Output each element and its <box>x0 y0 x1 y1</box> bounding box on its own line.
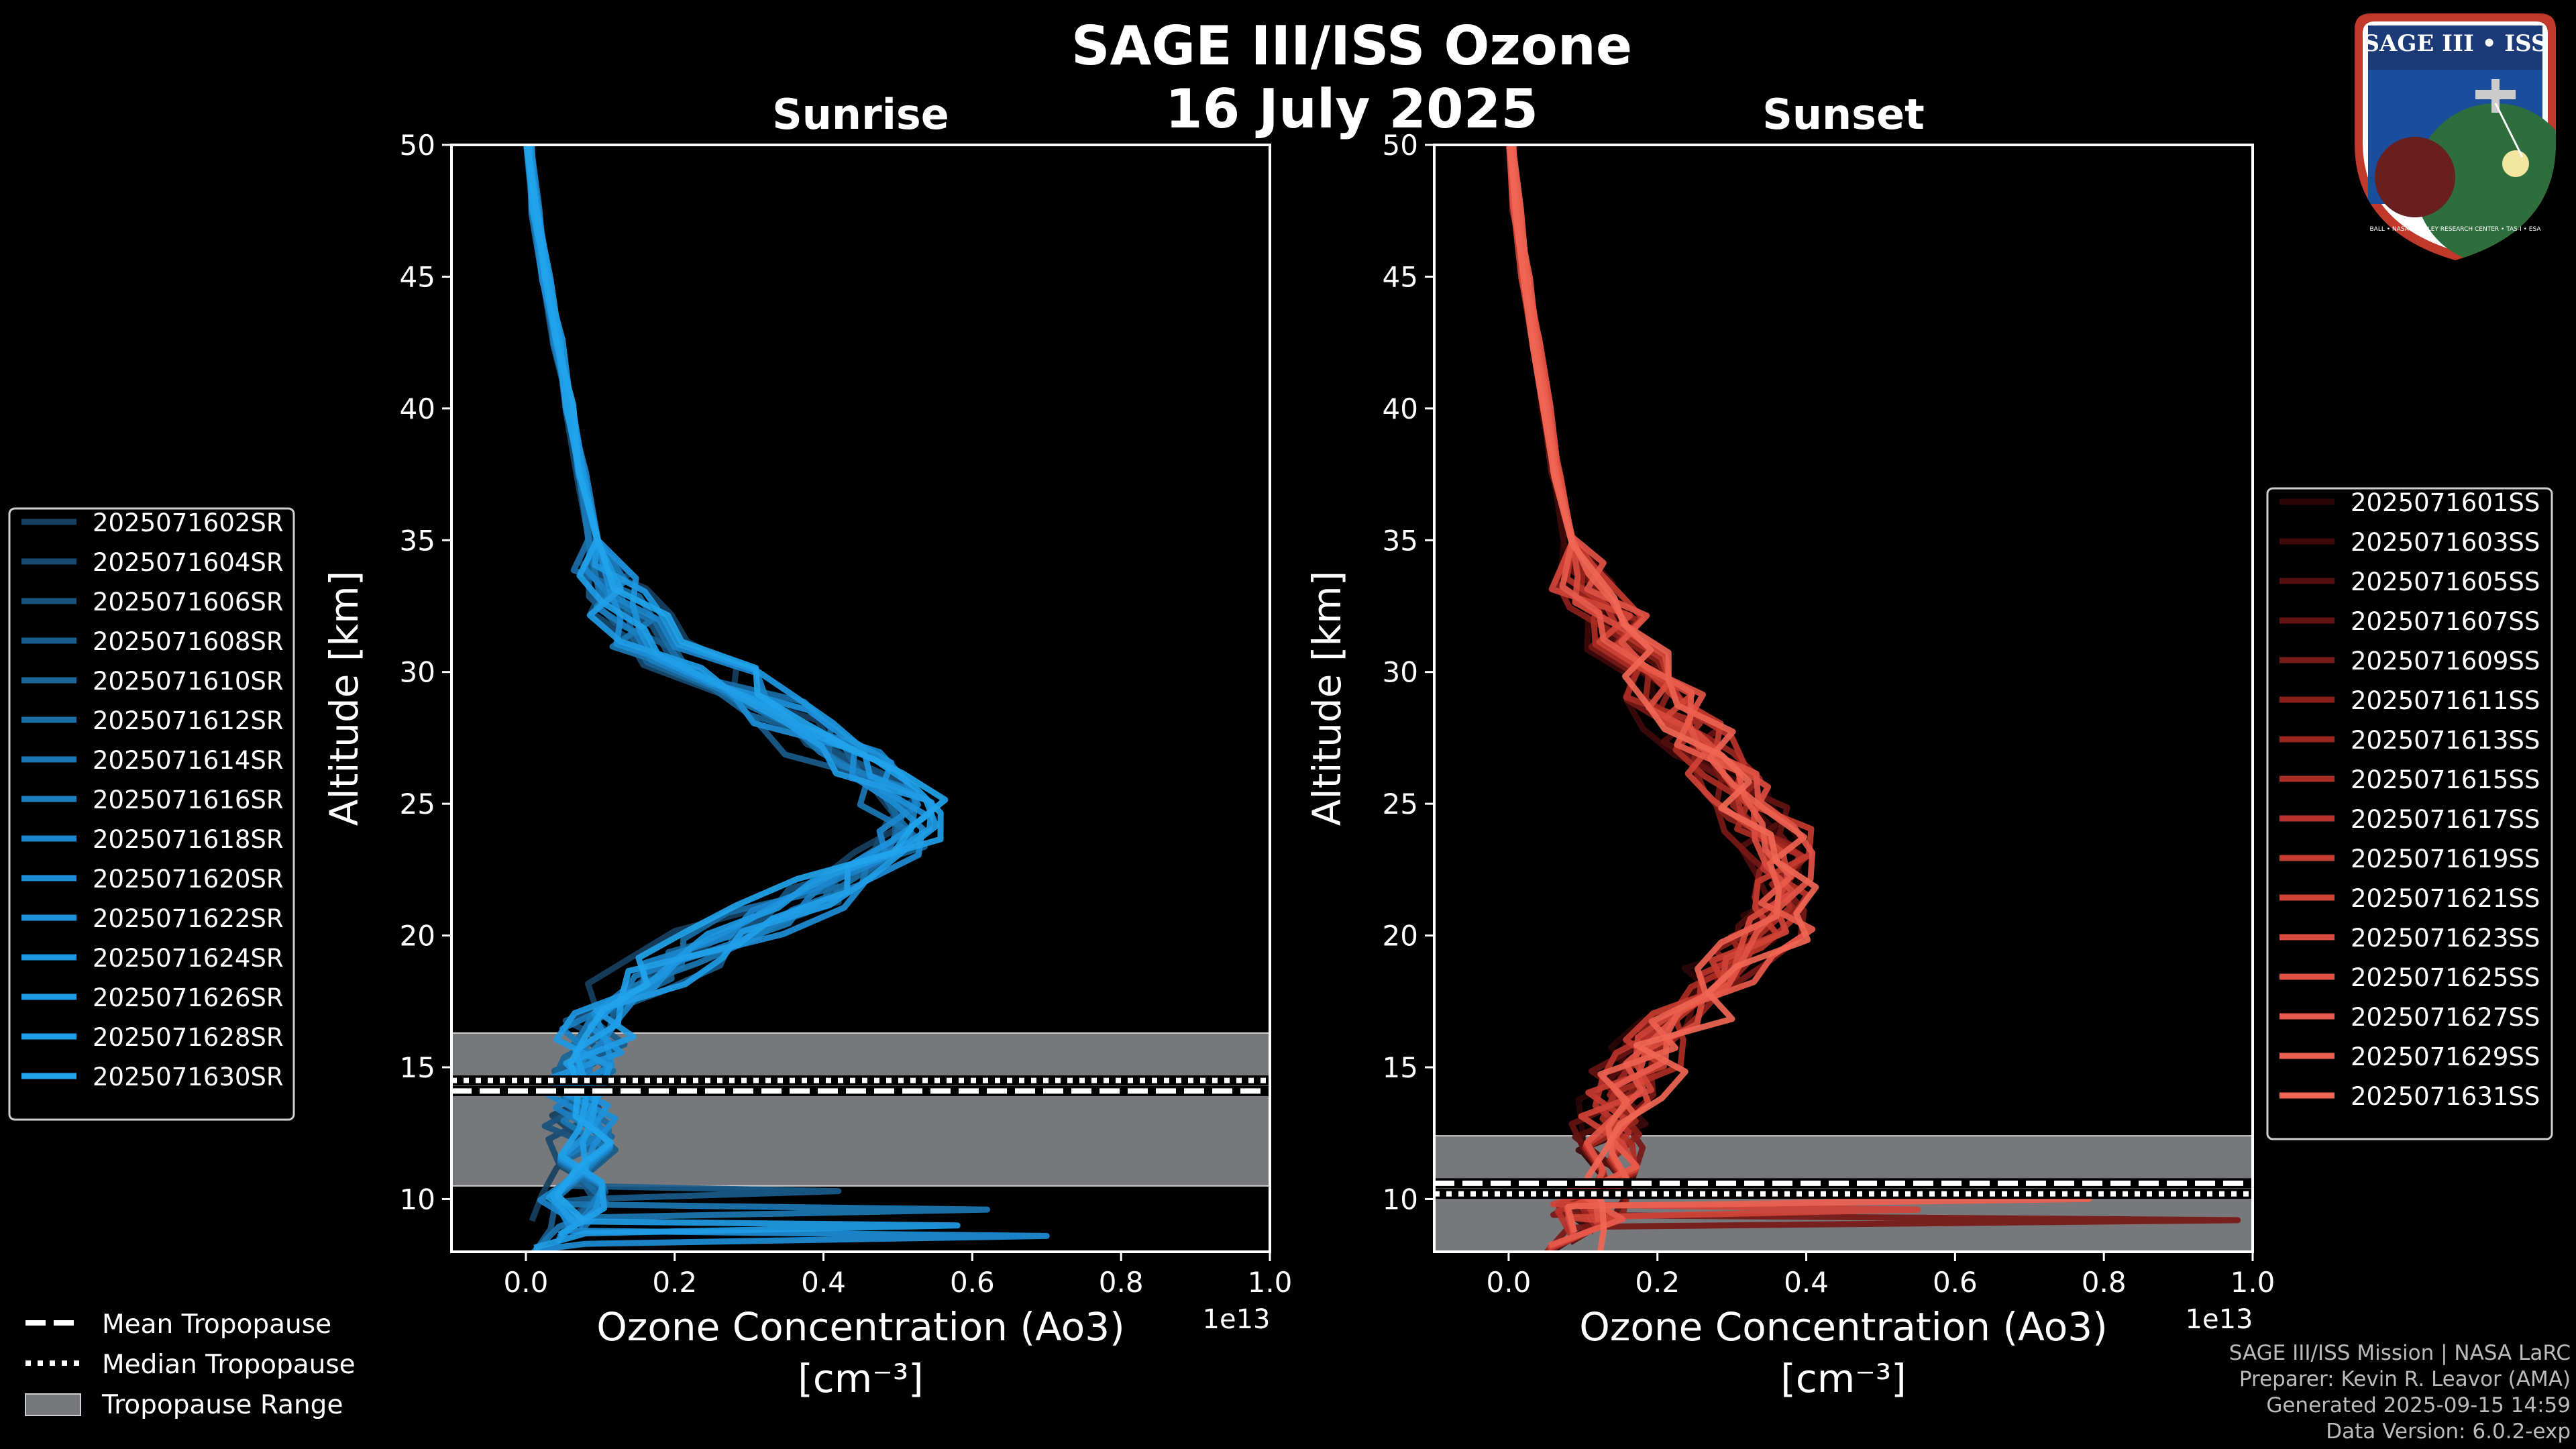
axes-frame <box>450 144 1271 1253</box>
legend-label-2025071605SS: 2025071605SS <box>2351 568 2540 596</box>
y-tick-label: 10 <box>400 1183 435 1216</box>
y-tick-label: 10 <box>1383 1183 1418 1216</box>
legend-median-label: Median Tropopause <box>102 1350 356 1380</box>
legend-range-swatch <box>25 1393 81 1416</box>
figure-date: 16 July 2025 <box>1165 78 1538 140</box>
legend-label-2025071601SS: 2025071601SS <box>2351 488 2540 517</box>
x-tick-label: 0.2 <box>1635 1266 1680 1299</box>
x-tick-label: 0.4 <box>801 1266 846 1299</box>
legend-label-2025071623SS: 2025071623SS <box>2351 924 2540 953</box>
plot-area <box>1434 145 2253 1252</box>
y-tick-label: 25 <box>400 788 435 820</box>
legend-label-2025071604SR: 2025071604SR <box>93 548 284 577</box>
legend-label-2025071615SS: 2025071615SS <box>2351 765 2540 794</box>
x-tick-label: 0.8 <box>1099 1266 1144 1299</box>
axes-frame <box>1433 144 2254 1253</box>
footer-data-version: Data Version: 6.0.2-exp <box>2326 1419 2571 1444</box>
legend-label-2025071616SR: 2025071616SR <box>93 786 284 814</box>
legend-label-2025071621SS: 2025071621SS <box>2351 884 2540 913</box>
logo-ring-text: BALL • NASA LANGLEY RESEARCH CENTER • TA… <box>2369 226 2541 233</box>
legend-label-2025071612SR: 2025071612SR <box>93 706 284 735</box>
legend-label-2025071609SS: 2025071609SS <box>2351 647 2540 676</box>
legend-label-2025071630SR: 2025071630SR <box>93 1063 284 1091</box>
y-axis-label: Altitude [km] <box>321 571 367 826</box>
legend-mean-label: Mean Tropopause <box>102 1309 331 1340</box>
legend-box <box>8 507 295 1121</box>
legend-box <box>2266 487 2553 1140</box>
x-tick-label: 0.2 <box>652 1266 697 1299</box>
legend-label-2025071624SR: 2025071624SR <box>93 944 284 973</box>
x-axis-label: Ozone Concentration (Ao3) <box>596 1304 1125 1350</box>
x-tick-label: 0.6 <box>950 1266 995 1299</box>
y-tick-label: 35 <box>400 524 435 557</box>
x-tick-label: 0.0 <box>504 1266 549 1299</box>
panel-title: Sunset <box>1762 90 1925 139</box>
y-axis-label: Altitude [km] <box>1304 571 1350 826</box>
y-tick-label: 25 <box>1383 788 1418 820</box>
sunrise-panel: 0.0 0.2 0.4 0.6 0.8 1.0 10 15 20 25 30 35 40 45 50 Sunr… <box>321 90 1292 1401</box>
y-tick-label: 30 <box>400 656 435 689</box>
x-offset-label: 1e13 <box>1203 1304 1271 1335</box>
y-tick-label: 45 <box>1383 260 1418 293</box>
legend-label-2025071617SS: 2025071617SS <box>2351 805 2540 834</box>
profile-line-2025071631SS <box>1507 145 1819 1252</box>
x-axis-units: [cm⁻³] <box>1780 1356 1907 1401</box>
legend-label-2025071607SS: 2025071607SS <box>2351 607 2540 636</box>
legend-label-2025071618SR: 2025071618SR <box>93 825 284 854</box>
plot-content <box>1434 145 2253 1252</box>
legend-label-2025071626SR: 2025071626SR <box>93 983 284 1012</box>
sage-iii-iss-logo: SAGE III • ISS BALL • NASA LANGLEY RESEA… <box>2341 9 2569 264</box>
legend-label-2025071613SS: 2025071613SS <box>2351 726 2540 755</box>
legend-label-2025071606SR: 2025071606SR <box>93 588 284 616</box>
legend-label-2025071631SS: 2025071631SS <box>2351 1082 2540 1111</box>
sunset-panel: 0.0 0.2 0.4 0.6 0.8 1.0 10 15 20 25 30 35 40 45 50 Suns… <box>1304 90 2275 1401</box>
legend-label-2025071602SR: 2025071602SR <box>93 508 284 537</box>
x-tick-label: 1.0 <box>2231 1266 2275 1299</box>
y-tick-label: 20 <box>1383 920 1418 953</box>
x-axis-label: Ozone Concentration (Ao3) <box>1579 1304 2108 1350</box>
legend-label-2025071610SR: 2025071610SR <box>93 667 284 696</box>
x-axis-units: [cm⁻³] <box>798 1356 924 1401</box>
x-tick-label: 1.0 <box>1248 1266 1293 1299</box>
sunset-legend: 2025071601SS 2025071603SS 2025071605SS 2025… <box>2266 487 2553 1140</box>
logo-text: SAGE III • ISS <box>2363 30 2547 57</box>
footer-generated: Generated 2025-09-15 14:59 <box>2266 1393 2571 1417</box>
legend-label-2025071622SR: 2025071622SR <box>93 904 284 933</box>
y-tick-label: 15 <box>400 1051 435 1084</box>
legend-label-2025071628SR: 2025071628SR <box>93 1023 284 1052</box>
panel-title: Sunrise <box>772 90 949 139</box>
footer-mission: SAGE III/ISS Mission | NASA LaRC <box>2229 1341 2571 1365</box>
x-offset-label: 1e13 <box>2186 1304 2253 1335</box>
y-tick-label: 35 <box>1383 524 1418 557</box>
footer-credits: SAGE III/ISS Mission | NASA LaRC Prepare… <box>2229 1340 2571 1445</box>
legend-label-2025071608SR: 2025071608SR <box>93 627 284 656</box>
x-tick-label: 0.6 <box>1933 1266 1978 1299</box>
x-tick-label: 0.8 <box>2082 1266 2127 1299</box>
x-tick-label: 0.4 <box>1784 1266 1829 1299</box>
y-tick-label: 45 <box>400 260 435 293</box>
y-tick-label: 50 <box>1383 129 1418 162</box>
legend-label-2025071603SS: 2025071603SS <box>2351 528 2540 557</box>
y-tick-label: 30 <box>1383 656 1418 689</box>
legend-label-2025071614SR: 2025071614SR <box>93 746 284 775</box>
y-tick-label: 50 <box>400 129 435 162</box>
legend-label-2025071625SS: 2025071625SS <box>2351 963 2540 992</box>
legend-label-2025071620SR: 2025071620SR <box>93 865 284 894</box>
y-tick-label: 15 <box>1383 1051 1418 1084</box>
sunrise-legend: 2025071602SR 2025071604SR 2025071606SR 2025… <box>8 507 295 1121</box>
plot-content <box>451 145 1270 1252</box>
legend-label-2025071629SS: 2025071629SS <box>2351 1042 2540 1071</box>
legend-label-2025071619SS: 2025071619SS <box>2351 845 2540 873</box>
footer-preparer: Preparer: Kevin R. Leavor (AMA) <box>2239 1367 2571 1391</box>
legend-label-2025071627SS: 2025071627SS <box>2351 1003 2540 1032</box>
tropopause-legend: Mean Tropopause Median Tropopause Tropopau… <box>25 1309 356 1420</box>
legend-label-2025071611SS: 2025071611SS <box>2351 686 2540 715</box>
legend-range-label: Tropopause Range <box>101 1390 343 1420</box>
x-tick-label: 0.0 <box>1487 1266 1532 1299</box>
y-tick-label: 40 <box>1383 392 1418 425</box>
y-tick-label: 40 <box>400 392 435 425</box>
y-tick-label: 20 <box>400 920 435 953</box>
figure-title: SAGE III/ISS Ozone <box>1071 15 1633 77</box>
